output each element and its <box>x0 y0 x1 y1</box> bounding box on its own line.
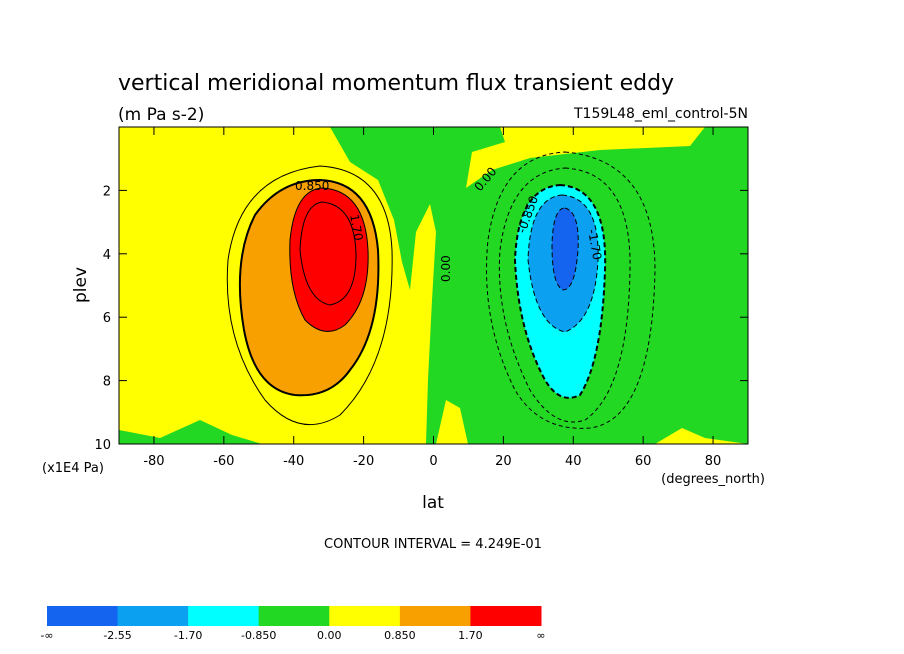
contour-line <box>486 151 656 429</box>
colorbar-swatch <box>399 606 471 626</box>
x-units: (degrees_north) <box>661 472 765 487</box>
colorbar-swatch <box>117 606 189 626</box>
colorbar-swatch <box>47 606 119 626</box>
colorbar-swatch <box>188 606 260 626</box>
contour-line <box>299 201 357 306</box>
x-tick-label: -80 <box>143 454 164 469</box>
colorbar-label: -1.70 <box>174 629 202 642</box>
colorbar-label: 0.00 <box>317 629 342 642</box>
y-tick-label: 2 <box>103 184 111 199</box>
x-tick-label: -20 <box>353 454 374 469</box>
x-tick-label: -60 <box>213 454 234 469</box>
colorbar-label: 1.70 <box>458 629 483 642</box>
colorbar-label: -2.55 <box>103 629 131 642</box>
colorbar-label: ∞ <box>536 629 545 642</box>
colorbar-label: -∞ <box>40 629 53 642</box>
contour-line <box>498 167 631 423</box>
contour-label: 1.70 <box>347 213 365 242</box>
contour-label: -1.70 <box>585 228 604 261</box>
x-tick-label: 60 <box>635 454 652 469</box>
colorbar-label: -0.850 <box>241 629 276 642</box>
red-region <box>289 187 369 332</box>
green-region <box>119 420 262 444</box>
dataset: T159L48_eml_control-5N <box>573 106 748 122</box>
contour-field <box>119 127 748 444</box>
y-tick-label: 6 <box>103 311 111 326</box>
x-tick-label: 20 <box>495 454 512 469</box>
contour-label: 0.00 <box>439 255 453 282</box>
y-units: (x1E4 Pa) <box>42 461 104 476</box>
x-axis-label: lat <box>422 493 444 513</box>
units: (m Pa s-2) <box>118 105 204 125</box>
footnote: CONTOUR INTERVAL = 4.249E-01 <box>324 537 542 552</box>
blue-region <box>551 207 579 291</box>
contour-label: 0.850 <box>295 179 329 193</box>
colorbar-label: 0.850 <box>384 629 416 642</box>
y-tick-label: 10 <box>94 438 111 453</box>
contour-line <box>226 165 393 426</box>
x-tick-label: 40 <box>565 454 582 469</box>
y-tick-label: 4 <box>103 248 111 263</box>
colorbar-swatch <box>258 606 330 626</box>
y-tick-label: 8 <box>103 375 111 390</box>
x-tick-label: -40 <box>283 454 304 469</box>
x-tick-label: 80 <box>705 454 722 469</box>
y-axis-label: plev <box>71 267 91 303</box>
chart-title: vertical meridional momentum flux transi… <box>118 71 674 96</box>
x-tick-label: 0 <box>429 454 437 469</box>
colorbar-swatch <box>329 606 401 626</box>
colorbar-swatch <box>470 606 542 626</box>
